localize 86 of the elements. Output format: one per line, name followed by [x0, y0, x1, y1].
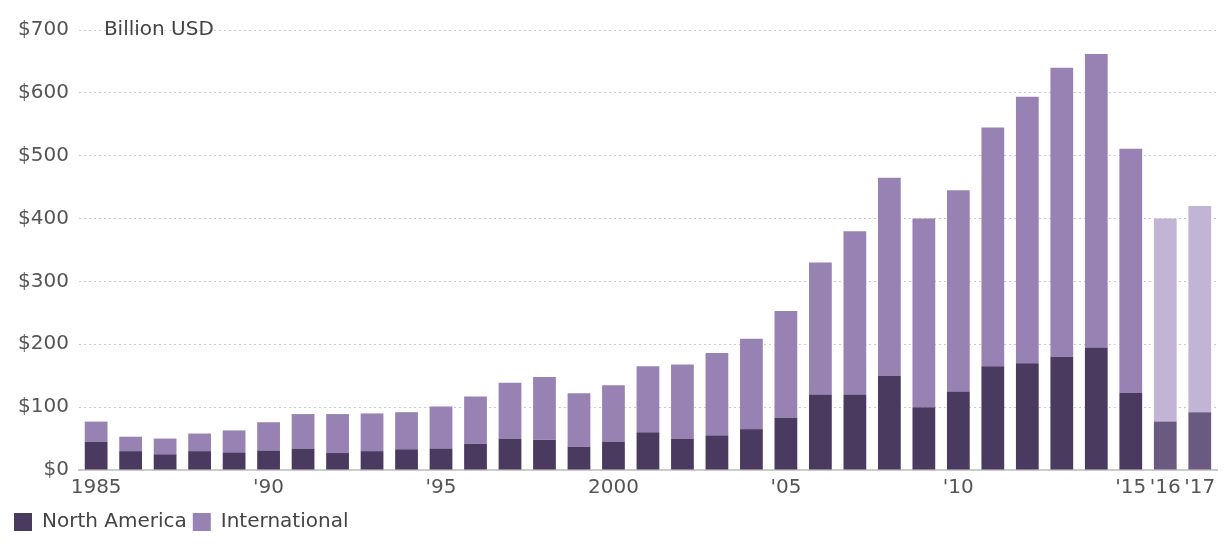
bar [257, 450, 280, 470]
bar [153, 438, 177, 455]
bar [705, 353, 729, 436]
bar [498, 382, 522, 439]
bar [464, 396, 487, 444]
bar [774, 417, 798, 470]
bar [153, 454, 177, 470]
bar [533, 439, 556, 470]
x-tick-label: '10 [942, 474, 974, 499]
bar [843, 394, 867, 470]
bar [774, 310, 798, 418]
y-tick-label: $300 [17, 267, 69, 292]
bar [1119, 392, 1143, 470]
bar [429, 448, 453, 470]
bar [877, 177, 901, 376]
bar [257, 422, 280, 451]
y-tick-label: $600 [17, 79, 69, 104]
legend-label: North America [42, 508, 187, 533]
bar [636, 432, 660, 470]
bar [671, 364, 694, 439]
bar [740, 338, 763, 430]
y-axis-title: Billion USD [103, 16, 214, 41]
bar [1153, 218, 1177, 422]
bar [395, 412, 418, 450]
x-tick-label: '95 [425, 474, 457, 499]
bar [1119, 148, 1143, 393]
x-tick-label: '05 [770, 474, 802, 499]
bar [1084, 53, 1108, 348]
bar [395, 449, 418, 470]
y-tick-label: $200 [17, 330, 69, 355]
bar [222, 452, 246, 470]
bar [912, 407, 936, 470]
bar [567, 446, 591, 470]
bar [946, 391, 970, 470]
x-tick-label: '16 [1149, 474, 1181, 499]
bar [498, 438, 522, 470]
x-tick-label: 1985 [70, 474, 122, 499]
bar [429, 406, 453, 449]
bar [1015, 96, 1039, 364]
bar [291, 414, 315, 449]
bar [1188, 412, 1212, 470]
bar [84, 421, 108, 442]
bar [843, 231, 867, 395]
bar [636, 366, 660, 433]
bar [602, 385, 625, 442]
bar [1050, 356, 1074, 470]
x-tick-label: 2000 [588, 474, 639, 499]
bar [671, 438, 694, 470]
bar [326, 453, 349, 470]
bar [1084, 347, 1108, 470]
bar [188, 433, 211, 452]
bar [464, 443, 487, 470]
bar [912, 218, 936, 408]
bar [533, 376, 556, 440]
bar [360, 413, 384, 452]
y-tick-label: $100 [17, 393, 69, 418]
bar [602, 441, 625, 470]
x-tick-label: '15 [1115, 474, 1147, 499]
bar [1153, 421, 1177, 470]
y-tick-label: $0 [43, 456, 69, 481]
bar [1188, 206, 1212, 413]
bar [188, 451, 211, 470]
bar [740, 429, 763, 470]
bar [326, 414, 349, 454]
y-tick-label: $400 [17, 204, 69, 229]
bar [360, 451, 384, 470]
bar [567, 393, 591, 447]
y-tick-label: $700 [17, 16, 69, 41]
x-tick-label: '17 [1184, 474, 1216, 499]
bar [1050, 67, 1074, 357]
bar [1015, 363, 1039, 470]
bar [119, 451, 143, 470]
bar [809, 394, 832, 470]
legend-label: International [220, 508, 349, 533]
bar [119, 436, 143, 452]
bar [809, 262, 832, 395]
bar [705, 435, 729, 470]
y-tick-label: $500 [17, 141, 69, 166]
bar [877, 375, 901, 470]
bar [946, 190, 970, 392]
bar [291, 448, 315, 470]
x-tick-label: '90 [253, 474, 285, 499]
bar [84, 441, 108, 470]
bar [222, 430, 246, 453]
bar [981, 366, 1005, 470]
bar [981, 127, 1005, 367]
